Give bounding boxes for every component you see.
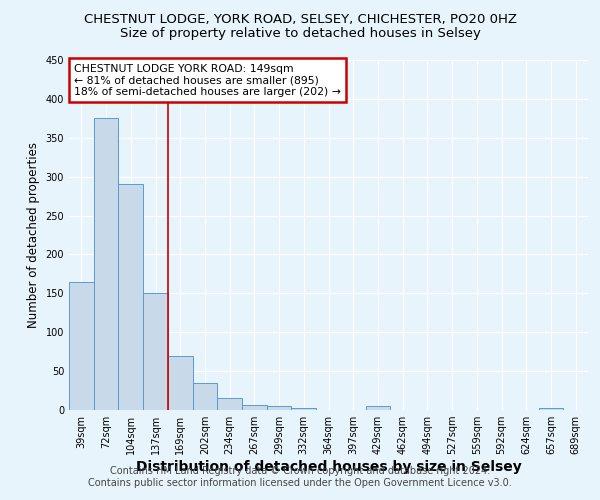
Bar — [539, 408, 563, 410]
Text: CHESTNUT LODGE YORK ROAD: 149sqm
← 81% of detached houses are smaller (895)
18% : CHESTNUT LODGE YORK ROAD: 149sqm ← 81% o… — [74, 64, 341, 96]
Bar — [94, 118, 118, 410]
Bar — [168, 356, 193, 410]
Bar — [292, 408, 316, 410]
Bar — [143, 294, 168, 410]
X-axis label: Distribution of detached houses by size in Selsey: Distribution of detached houses by size … — [136, 460, 521, 474]
Bar — [193, 383, 217, 410]
Bar — [217, 398, 242, 410]
Bar — [69, 282, 94, 410]
Text: Size of property relative to detached houses in Selsey: Size of property relative to detached ho… — [119, 28, 481, 40]
Text: CHESTNUT LODGE, YORK ROAD, SELSEY, CHICHESTER, PO20 0HZ: CHESTNUT LODGE, YORK ROAD, SELSEY, CHICH… — [83, 12, 517, 26]
Bar — [365, 406, 390, 410]
Bar — [267, 406, 292, 410]
Text: Contains HM Land Registry data © Crown copyright and database right 2024.
Contai: Contains HM Land Registry data © Crown c… — [88, 466, 512, 487]
Bar — [242, 404, 267, 410]
Bar — [118, 184, 143, 410]
Y-axis label: Number of detached properties: Number of detached properties — [27, 142, 40, 328]
